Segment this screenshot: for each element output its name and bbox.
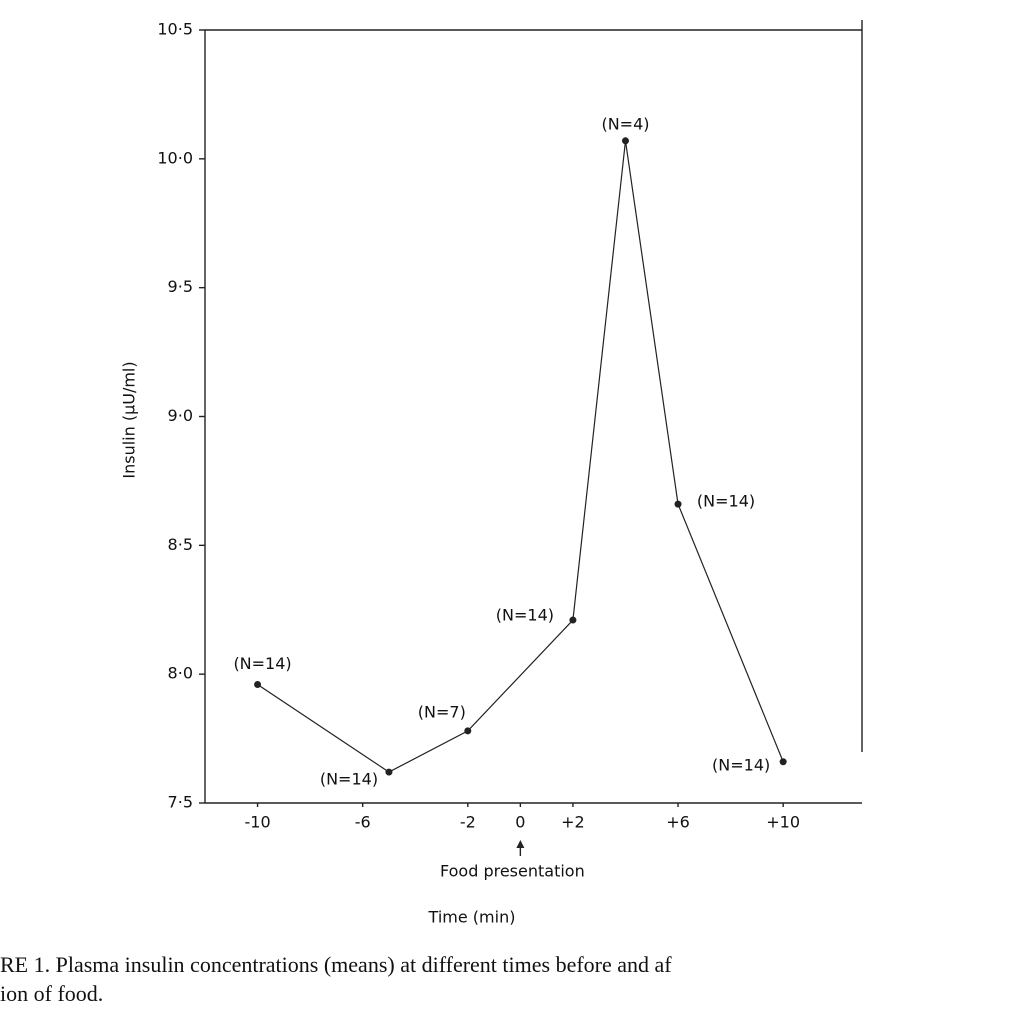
y-tick-label: 7·5 [168,793,193,812]
point-label: (N=14) [496,606,554,625]
data-point [385,768,393,776]
x-tick-label: +2 [561,813,585,832]
x-axis-label: Time (min) [428,908,516,927]
x-tick-label: -2 [460,813,476,832]
caption-line: RE 1. Plasma insulin concentrations (mea… [0,952,672,977]
x-tick-label: 0 [515,813,525,832]
caption-line: ion of food. [0,981,103,1006]
x-tick-label: +10 [766,813,800,832]
y-tick-label: 8·5 [168,535,193,554]
data-point [621,137,629,145]
annotation-text: Food presentation [440,862,585,881]
point-label: (N=14) [712,755,770,774]
point-label: (N=14) [233,654,291,673]
y-axis-label: Insulin (µU/ml) [120,361,139,478]
x-tick-label: +6 [666,813,690,832]
y-tick-label: 10·0 [157,148,193,167]
y-tick-label: 10·5 [157,20,193,39]
data-point [464,727,472,735]
plot-frame [204,20,863,804]
x-tick-label: -10 [244,813,270,832]
point-label: (N=14) [697,492,755,511]
data-line [257,140,784,773]
data-point [254,680,262,688]
point-label: (N=7) [418,702,466,721]
x-tick-label: -6 [355,813,371,832]
y-tick-label: 8·0 [168,664,193,683]
y-tick-label: 9·0 [168,406,193,425]
data-point [674,500,682,508]
data-point [569,616,577,624]
data-point [779,758,787,766]
point-label: (N=4) [601,114,649,133]
arrow-head [516,840,525,848]
point-label: (N=14) [320,770,378,789]
y-tick-label: 9·5 [168,277,193,296]
